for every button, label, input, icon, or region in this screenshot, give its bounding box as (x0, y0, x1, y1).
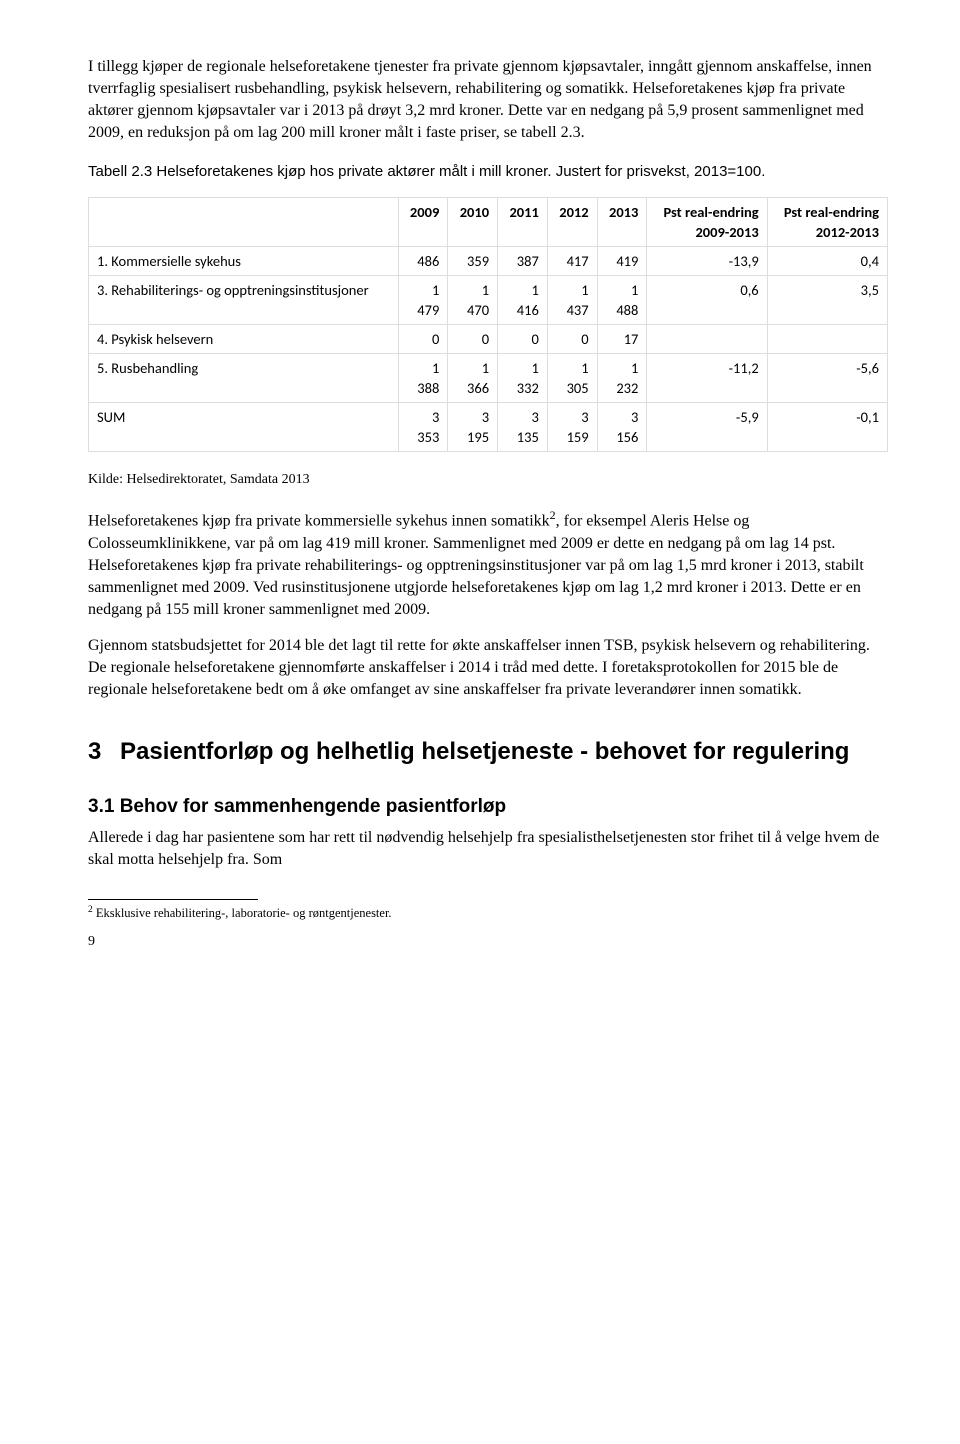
table-cell-label: 3. Rehabiliterings- og opptreningsinstit… (89, 276, 399, 325)
table-cell: 0 (498, 325, 548, 354)
table-header-cell: 2012 (547, 198, 597, 247)
para2-part-a: Helseforetakenes kjøp fra private kommer… (88, 513, 550, 530)
table-header-cell: 2011 (498, 198, 548, 247)
table-cell: 1488 (597, 276, 647, 325)
table-cell: 3156 (597, 403, 647, 452)
table-header-cell: Pst real-endring2009-2013 (647, 198, 767, 247)
table-cell: 0 (398, 325, 448, 354)
section-3-1-heading: 3.1 Behov for sammenhengende pasientforl… (88, 794, 888, 820)
table-cell-label: SUM (89, 403, 399, 452)
table-cell: 359 (448, 247, 498, 276)
table-cell: 1388 (398, 354, 448, 403)
paragraph-4: Allerede i dag har pasientene som har re… (88, 827, 888, 871)
table-cell (767, 325, 887, 354)
table-header-cell: 2013 (597, 198, 647, 247)
paragraph-intro: I tillegg kjøper de regionale helseforet… (88, 56, 888, 144)
table-cell: 419 (597, 247, 647, 276)
table-cell: 1437 (547, 276, 597, 325)
table-row: 3. Rehabiliterings- og opptreningsinstit… (89, 276, 888, 325)
table-cell: -0,1 (767, 403, 887, 452)
table-cell: 1305 (547, 354, 597, 403)
paragraph-2: Helseforetakenes kjøp fra private kommer… (88, 507, 888, 621)
table-header-cell: Pst real-endring2012-2013 (767, 198, 887, 247)
table-row: 4. Psykisk helsevern000017 (89, 325, 888, 354)
table-cell: -5,9 (647, 403, 767, 452)
table-cell: 0,4 (767, 247, 887, 276)
section-3-number: 3 (88, 735, 120, 768)
table-cell: 0 (448, 325, 498, 354)
page-number: 9 (88, 932, 888, 951)
table-cell: 3135 (498, 403, 548, 452)
table-cell: 3159 (547, 403, 597, 452)
table-cell-label: 4. Psykisk helsevern (89, 325, 399, 354)
section-3-title: Pasientforløp og helhetlig helsetjeneste… (120, 735, 849, 768)
table-source: Kilde: Helsedirektoratet, Samdata 2013 (88, 470, 888, 489)
table-cell: 1366 (448, 354, 498, 403)
table-cell: 1232 (597, 354, 647, 403)
table-row: SUM33533195313531593156-5,9-0,1 (89, 403, 888, 452)
table-cell: -13,9 (647, 247, 767, 276)
section-3-heading: 3 Pasientforløp og helhetlig helsetjenes… (88, 735, 888, 768)
table-cell: 17 (597, 325, 647, 354)
table-header-cell: 2010 (448, 198, 498, 247)
table-cell: 486 (398, 247, 448, 276)
table-cell: 1470 (448, 276, 498, 325)
table-cell (647, 325, 767, 354)
data-table: 20092010201120122013Pst real-endring2009… (88, 197, 888, 452)
table-cell-label: 1. Kommersielle sykehus (89, 247, 399, 276)
table-header-cell: 2009 (398, 198, 448, 247)
table-caption: Tabell 2.3 Helseforetakenes kjøp hos pri… (88, 162, 888, 183)
table-cell-label: 5. Rusbehandling (89, 354, 399, 403)
table-row: 5. Rusbehandling13881366133213051232-11,… (89, 354, 888, 403)
table-cell: 3,5 (767, 276, 887, 325)
table-cell: -5,6 (767, 354, 887, 403)
table-row: 1. Kommersielle sykehus486359387417419-1… (89, 247, 888, 276)
footnote-text: Eksklusive rehabilitering-, laboratorie-… (93, 906, 392, 920)
table-header-row: 20092010201120122013Pst real-endring2009… (89, 198, 888, 247)
table-cell: 3195 (448, 403, 498, 452)
table-cell: 387 (498, 247, 548, 276)
table-cell: 417 (547, 247, 597, 276)
table-cell: 1479 (398, 276, 448, 325)
table-cell: -11,2 (647, 354, 767, 403)
table-cell: 0 (547, 325, 597, 354)
table-cell: 3353 (398, 403, 448, 452)
table-cell: 0,6 (647, 276, 767, 325)
footnote-2: 2 Eksklusive rehabilitering-, laboratori… (88, 904, 888, 922)
table-cell: 1332 (498, 354, 548, 403)
footnote-rule (88, 899, 258, 900)
table-cell: 1416 (498, 276, 548, 325)
table-header-cell (89, 198, 399, 247)
paragraph-3: Gjennom statsbudsjettet for 2014 ble det… (88, 635, 888, 701)
